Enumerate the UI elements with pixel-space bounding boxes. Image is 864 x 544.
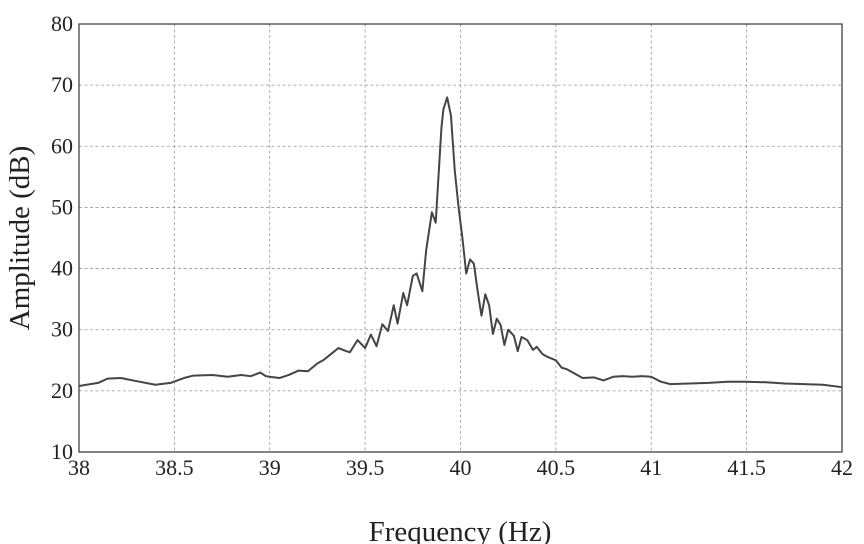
x-tick-label: 38.5 <box>155 455 194 480</box>
x-tick-label: 41.5 <box>727 455 766 480</box>
grid-lines <box>79 24 842 452</box>
x-tick-label: 40 <box>450 455 472 480</box>
y-tick-label: 70 <box>51 72 73 97</box>
plot-frame <box>78 23 843 453</box>
tick-labels: 38 38.5 39 39.5 40 40.5 41 41.5 42 10 20 30 40 50 60 70… <box>51 11 853 480</box>
x-tick-label: 42 <box>831 455 853 480</box>
x-tick-label: 38 <box>68 455 90 480</box>
y-tick-label: 60 <box>51 133 73 158</box>
y-tick-label: 20 <box>51 378 73 403</box>
y-tick-label: 10 <box>51 439 73 464</box>
y-tick-label: 30 <box>51 317 73 342</box>
x-tick-label: 39 <box>259 455 281 480</box>
x-tick-label: 39.5 <box>346 455 385 480</box>
x-axis-title: Frequency (Hz) <box>369 516 552 544</box>
x-tick-label: 40.5 <box>537 455 576 480</box>
series-layer <box>78 96 843 389</box>
y-axis-title: Amplitude (dB) <box>4 146 36 330</box>
y-tick-label: 50 <box>51 194 73 219</box>
amplitude-series-line <box>78 96 843 389</box>
y-tick-label: 80 <box>51 11 73 36</box>
x-tick-label: 41 <box>640 455 662 480</box>
y-tick-label: 40 <box>51 256 73 281</box>
